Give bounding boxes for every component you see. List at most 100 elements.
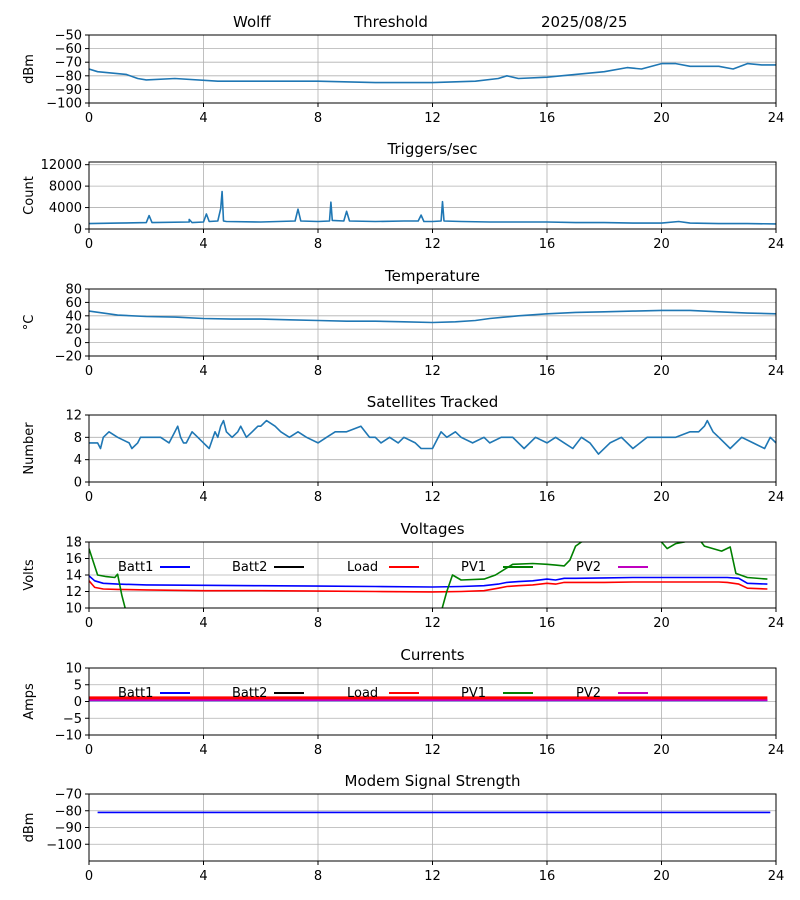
x-tick-label: 12 [424,869,441,884]
x-tick-label: 20 [653,364,670,379]
y-tick-label: 0 [74,476,82,491]
y-tick-label: 0 [74,223,82,238]
x-tick-label: 0 [85,364,93,379]
y-tick-label: 18 [65,536,82,551]
legend-label: PV1 [461,560,486,575]
series-line-pv1 [660,542,687,550]
legend-label: Batt2 [232,686,267,701]
y-tick-label: 40 [65,309,82,324]
y-tick-label: 60 [65,296,82,311]
x-tick-label: 8 [314,111,322,126]
chart-title: Temperature [384,267,480,285]
x-tick-label: 8 [314,869,322,884]
x-tick-label: 24 [768,490,785,505]
y-tick-label: −60 [55,42,82,57]
y-tick-label: 8 [74,431,82,446]
y-tick-label: 10 [65,662,82,677]
y-tick-label: 20 [65,323,82,338]
x-tick-label: 8 [314,364,322,379]
x-tick-label: 16 [539,237,556,252]
header-threshold-label: Threshold [353,13,428,31]
y-tick-label: 14 [65,569,82,584]
y-tick-label: −10 [55,729,82,744]
x-tick-label: 12 [424,364,441,379]
x-tick-label: 12 [424,743,441,758]
x-tick-label: 24 [768,111,785,126]
y-tick-label: −90 [55,821,82,836]
y-tick-label: 8000 [49,180,82,195]
y-axis-label: Amps [22,683,37,720]
series-line-satellites [89,419,776,455]
y-tick-label: −100 [46,838,82,853]
x-tick-label: 16 [539,490,556,505]
x-tick-label: 8 [314,616,322,631]
x-tick-label: 24 [768,743,785,758]
x-tick-label: 20 [653,869,670,884]
legend-label: PV1 [461,686,486,701]
y-tick-label: 4000 [49,201,82,216]
y-axis-label: Count [22,176,37,215]
chart-title: Currents [400,646,464,664]
x-tick-label: 20 [653,616,670,631]
y-tick-label: −5 [63,712,82,727]
y-tick-label: −80 [55,804,82,819]
y-tick-label: −90 [55,83,82,98]
x-tick-label: 16 [539,111,556,126]
legend-label: Batt1 [118,686,153,701]
y-axis-label: Number [22,422,37,475]
x-tick-label: 0 [85,111,93,126]
legend-label: Load [347,686,378,701]
chart-title: Modem Signal Strength [345,772,521,790]
x-tick-label: 24 [768,237,785,252]
x-tick-label: 4 [199,743,207,758]
y-tick-label: −70 [55,56,82,71]
x-tick-label: 16 [539,869,556,884]
x-tick-label: 20 [653,237,670,252]
y-tick-label: 0 [74,336,82,351]
x-tick-label: 0 [85,743,93,758]
y-tick-label: −100 [46,97,82,112]
y-tick-label: 4 [74,453,82,468]
x-tick-label: 20 [653,490,670,505]
series-line-temperature [89,309,776,324]
panel-triggers: 0 4 8 12 16 20 24 0 4000 8000 12000 Triggers/sec Cou… [22,140,784,252]
x-tick-label: 12 [424,111,441,126]
x-tick-label: 20 [653,111,670,126]
x-tick-label: 0 [85,237,93,252]
y-tick-label: 0 [74,695,82,710]
series-line-pv1 [89,548,126,608]
y-tick-label: 12000 [41,158,82,173]
x-tick-label: 16 [539,616,556,631]
y-tick-label: 16 [65,552,82,567]
x-tick-label: 4 [199,616,207,631]
series-line-pv1 [441,542,585,608]
chart-title: Satellites Tracked [367,393,498,411]
x-tick-label: 16 [539,364,556,379]
y-tick-label: 10 [65,602,82,617]
y-axis-label: dBm [22,813,37,843]
y-tick-label: −70 [55,788,82,803]
y-axis-label: °C [22,315,37,331]
x-tick-label: 12 [424,237,441,252]
panel-satellites: 0 4 8 12 16 20 24 0 4 8 12 Satellites Tracked Number [22,393,784,505]
y-tick-label: 80 [65,283,82,298]
x-tick-label: 8 [314,743,322,758]
x-tick-label: 8 [314,490,322,505]
panel-currents: 0 4 8 12 16 20 24 −10 −5 0 510 Currents Amps Batt1 Bat… [22,646,784,758]
legend-label: PV2 [576,560,601,575]
series-line-pv1 [700,542,768,580]
series-line-load [89,580,768,593]
y-axis-label: Volts [22,559,37,591]
y-tick-label: 12 [65,409,82,424]
station-name: Wolff [233,13,271,31]
x-tick-label: 20 [653,743,670,758]
x-tick-label: 4 [199,237,207,252]
x-tick-label: 4 [199,364,207,379]
y-tick-label: 5 [74,678,82,693]
legend-label: Batt1 [118,560,153,575]
y-axis-label: dBm [22,54,37,84]
x-tick-label: 24 [768,616,785,631]
